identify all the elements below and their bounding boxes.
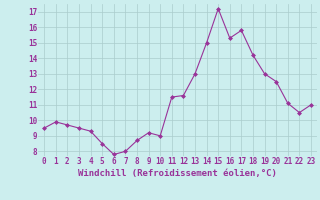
X-axis label: Windchill (Refroidissement éolien,°C): Windchill (Refroidissement éolien,°C)	[78, 169, 277, 178]
